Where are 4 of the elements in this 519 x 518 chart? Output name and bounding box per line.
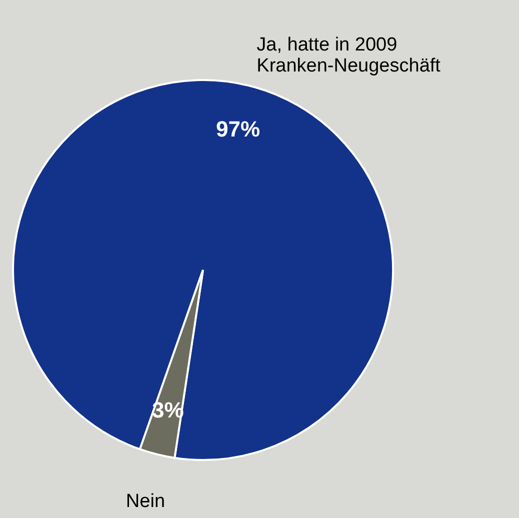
slice-label: Ja, hatte in 2009 Kranken-Neugeschäft (256, 34, 442, 77)
slice-label: Nein (126, 490, 166, 512)
pie-slice (12, 79, 394, 461)
data-label: 97% (216, 116, 260, 142)
